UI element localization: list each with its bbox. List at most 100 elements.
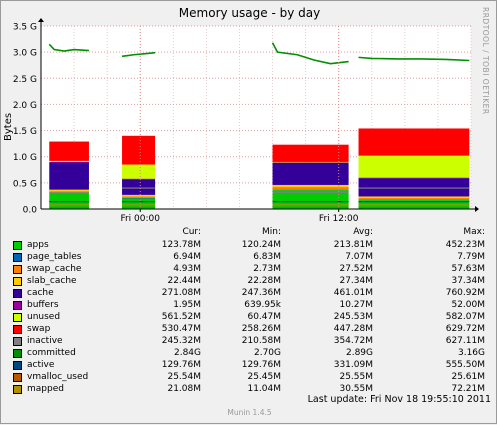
legend-label: page_tables <box>27 252 82 262</box>
legend-label: vmalloc_used <box>27 372 89 382</box>
y-tick-label: 1.5 G <box>13 127 37 137</box>
legend-value-cur: 530.47M <box>161 324 201 334</box>
area-swap-cache <box>272 187 349 190</box>
area-swap-cache <box>358 198 470 200</box>
legend-value-avg: 2.89G <box>345 348 373 358</box>
legend-row-swap: swap 530.47M 258.26M 447.28M 629.72M <box>1 323 497 335</box>
legend-swatch <box>13 313 22 322</box>
legend-header-cur: Cur: <box>182 227 201 237</box>
legend-swatch <box>13 349 22 358</box>
legend-label: mapped <box>27 384 64 394</box>
legend-value-min: 247.36M <box>241 288 281 298</box>
area-swap-cache <box>122 196 156 199</box>
area-cache <box>358 178 470 197</box>
legend-label: slab_cache <box>27 276 77 286</box>
legend-label: inactive <box>27 336 63 346</box>
legend-value-avg: 461.01M <box>333 288 373 298</box>
legend-value-avg: 10.27M <box>339 300 373 310</box>
legend-value-avg: 7.07M <box>345 252 373 262</box>
legend-row-vmalloc-used: vmalloc_used 25.54M 25.45M 25.55M 25.61M <box>1 371 497 383</box>
legend-row-committed: committed 2.84G 2.70G 2.89G 3.16G <box>1 347 497 359</box>
legend-value-min: 6.83M <box>253 252 281 262</box>
legend-value-min: 129.76M <box>241 360 281 370</box>
y-tick-label: 2.5 G <box>13 75 37 85</box>
last-update: Last update: Fri Nov 18 19:55:10 2011 <box>307 394 491 405</box>
legend-label: buffers <box>27 300 59 310</box>
area-buffers <box>49 161 89 163</box>
legend-value-min: 25.45M <box>247 372 281 382</box>
legend-value-max: 582.07M <box>445 312 485 322</box>
y-tick-label: 3.5 G <box>13 23 37 33</box>
y-tick-label: 0.5 G <box>13 179 37 189</box>
legend-value-max: 25.61M <box>451 372 485 382</box>
legend-swatch <box>13 277 22 286</box>
legend-label: swap <box>27 324 51 334</box>
area-buffers <box>358 177 470 179</box>
legend-swatch <box>13 253 22 262</box>
area-unused <box>272 161 349 163</box>
legend-row-buffers: buffers 1.95M 639.95k 10.27M 52.00M <box>1 299 497 311</box>
legend-label: cache <box>27 288 54 298</box>
legend-value-max: 7.79M <box>457 252 485 262</box>
legend-value-cur: 245.32M <box>161 336 201 346</box>
area-swap <box>122 135 156 165</box>
area-swap <box>358 128 470 156</box>
legend-value-max: 52.00M <box>451 300 485 310</box>
legend-value-max: 627.11M <box>445 336 485 346</box>
line-committed <box>358 56 470 62</box>
legend-row-mapped: mapped 21.08M 11.04M 30.55M 72.21M <box>1 383 497 395</box>
legend-value-cur: 2.84G <box>173 348 201 358</box>
area-unused <box>122 164 156 179</box>
legend-value-cur: 6.94M <box>173 252 201 262</box>
legend-value-avg: 27.52M <box>339 264 373 274</box>
legend-value-cur: 22.44M <box>167 276 201 286</box>
legend-value-max: 57.63M <box>451 264 485 274</box>
legend-value-cur: 21.08M <box>167 384 201 394</box>
legend-value-cur: 1.95M <box>173 300 201 310</box>
legend-value-cur: 129.76M <box>161 360 201 370</box>
munin-version: Munin 1.4.5 <box>227 408 272 417</box>
x-axis-arrow <box>475 206 479 212</box>
legend-value-cur: 4.93M <box>173 264 201 274</box>
x-tick-label: Fri 00:00 <box>120 214 160 224</box>
legend-value-min: 210.58M <box>241 336 281 346</box>
legend-value-min: 2.70G <box>253 348 281 358</box>
legend-value-min: 60.47M <box>247 312 281 322</box>
legend-row-page-tables: page_tables 6.94M 6.83M 7.07M 7.79M <box>1 251 497 263</box>
legend-value-avg: 331.09M <box>333 360 373 370</box>
legend-value-max: 72.21M <box>451 384 485 394</box>
y-tick-label: 1.0 G <box>13 153 37 163</box>
legend-value-avg: 354.72M <box>333 336 373 346</box>
legend-value-min: 11.04M <box>247 384 281 394</box>
legend-swatch <box>13 385 22 394</box>
legend-value-min: 2.73M <box>253 264 281 274</box>
y-tick-label: 2.0 G <box>13 101 37 111</box>
legend-header-max: Max: <box>463 227 485 237</box>
y-tick-label: 0.0 <box>23 206 38 216</box>
area-slab-cache <box>272 184 349 188</box>
legend-label: swap_cache <box>27 264 82 274</box>
area-slab-cache <box>358 196 470 199</box>
area-unused <box>358 155 470 178</box>
area-cache <box>122 179 156 195</box>
legend-value-cur: 123.78M <box>161 240 201 250</box>
area-unused <box>49 160 89 162</box>
legend-swatch <box>13 265 22 274</box>
area-page-tables <box>272 189 349 191</box>
area-apps <box>122 198 156 209</box>
legend-row-inactive: inactive 245.32M 210.58M 354.72M 627.11M <box>1 335 497 347</box>
area-slab-cache <box>122 194 156 197</box>
y-axis-arrow <box>38 18 44 22</box>
line-committed <box>271 42 349 65</box>
legend-row-slab-cache: slab_cache 22.44M 22.28M 27.34M 37.34M <box>1 275 497 287</box>
legend-label: active <box>27 360 55 370</box>
area-page-tables <box>122 198 156 199</box>
chart-title: Memory usage - by day <box>178 6 321 20</box>
legend-value-min: 639.95k <box>244 300 281 310</box>
legend-value-max: 555.50M <box>445 360 485 370</box>
legend-label: apps <box>27 240 49 250</box>
legend-row-unused: unused 561.52M 60.47M 245.53M 582.07M <box>1 311 497 323</box>
legend-value-cur: 271.08M <box>161 288 201 298</box>
